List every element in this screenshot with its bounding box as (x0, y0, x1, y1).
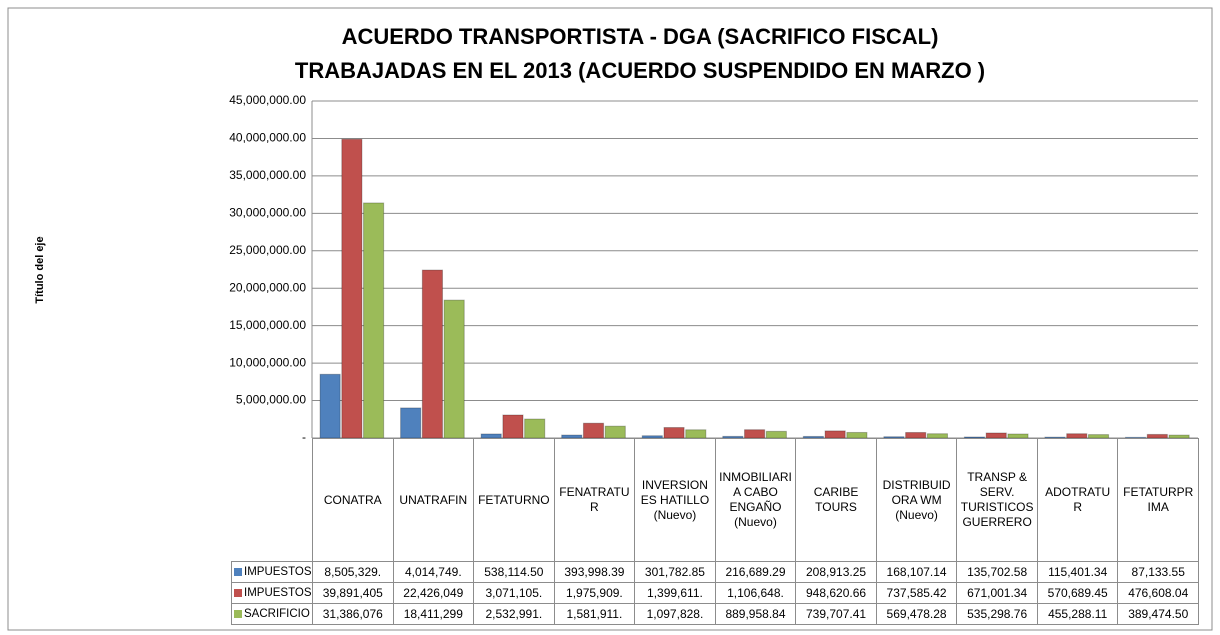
table-value: 135,702.58 (956, 561, 1038, 583)
table-value: 393,998.39 (553, 561, 636, 583)
legend-entry: SACRIFICIO FISCAL (231, 603, 313, 625)
bar (341, 138, 363, 439)
category-label: UNATRAFIN (392, 438, 475, 562)
y-tick-label: 20,000,000.00 (229, 280, 306, 294)
bar (765, 430, 787, 439)
y-tick-label: 15,000,000.00 (229, 318, 306, 332)
legend-entry: IMPUESTOS COBRADOS (TRATAMIENTO) (231, 561, 313, 583)
category-label: ADOTRATUR (1036, 438, 1119, 562)
y-tick-label: 40,000,000.00 (229, 131, 306, 145)
table-value: 87,133.55 (1117, 561, 1199, 583)
bar (744, 429, 766, 439)
y-tick-label: 25,000,000.00 (229, 243, 306, 257)
table-value: 1,106,648. (714, 582, 797, 604)
bar (363, 202, 385, 439)
bar (824, 430, 846, 439)
category-label: INVERSIONES HATILLO (Nuevo) (634, 438, 716, 562)
legend-entry: IMPUESTOS NORMALES (231, 582, 313, 604)
y-tick-label: 45,000,000.00 (229, 93, 306, 107)
category-label: FETATURNO (473, 438, 555, 562)
legend-swatch (234, 568, 242, 576)
legend-label: IMPUESTOS NORMALES (244, 586, 312, 599)
bar (319, 373, 341, 439)
table-value: 8,505,329. (312, 561, 394, 583)
y-tick-label: - (302, 430, 306, 444)
table-value: 535,298.76 (956, 603, 1038, 625)
legend-swatch (234, 610, 242, 618)
table-value: 671,001.34 (956, 582, 1038, 604)
table-value: 31,386,076 (312, 603, 394, 625)
category-label: FENATRATUR (553, 438, 636, 562)
table-value: 737,585.42 (875, 582, 958, 604)
chart-title: TRABAJADAS EN EL 2013 (ACUERDO SUSPENDID… (295, 58, 985, 83)
table-value: 476,608.04 (1117, 582, 1199, 604)
chart-title: ACUERDO TRANSPORTISTA - DGA (SACRIFICO F… (342, 24, 939, 49)
table-value: 889,958.84 (714, 603, 797, 625)
table-value: 1,097,828. (634, 603, 716, 625)
y-axis-title: Título del eje (34, 236, 46, 303)
category-label: TRANSP & SERV. TURISTICOS GUERRERO (956, 438, 1038, 562)
bar (561, 434, 583, 439)
table-value: 168,107.14 (875, 561, 958, 583)
table-value: 115,401.34 (1036, 561, 1119, 583)
category-label: DISTRIBUIDORA WM (Nuevo) (875, 438, 958, 562)
table-value: 739,707.41 (795, 603, 877, 625)
bar (985, 432, 1007, 439)
y-tick-label: 10,000,000.00 (229, 355, 306, 369)
table-value: 2,532,991. (473, 603, 555, 625)
bar (524, 418, 546, 439)
y-tick-label: 35,000,000.00 (229, 168, 306, 182)
bar (1146, 433, 1168, 439)
bar (663, 427, 685, 439)
y-tick-label: 30,000,000.00 (229, 206, 306, 220)
y-tick-label: 5,000,000.00 (236, 393, 306, 407)
table-value: 208,913.25 (795, 561, 877, 583)
legend-label: IMPUESTOS COBRADOS (TRATAMIENTO) (244, 565, 312, 578)
table-value: 455,288.11 (1036, 603, 1119, 625)
category-label: INMOBILIARIA CABO ENGAÑO (Nuevo) (714, 438, 797, 562)
category-label: CARIBE TOURS (795, 438, 877, 562)
table-value: 569,478.28 (875, 603, 958, 625)
bar (722, 435, 744, 439)
legend-label: SACRIFICIO FISCAL (244, 607, 312, 620)
bar (400, 407, 422, 439)
table-value: 22,426,049 (392, 582, 475, 604)
bar (502, 414, 524, 439)
table-value: 538,114.50 (473, 561, 555, 583)
table-value: 389,474.50 (1117, 603, 1199, 625)
bar (685, 429, 707, 439)
table-value: 39,891,405 (312, 582, 394, 604)
table-value: 216,689.29 (714, 561, 797, 583)
bar (1087, 434, 1110, 439)
bar (604, 425, 626, 439)
bar (582, 422, 605, 439)
table-value: 4,014,749. (392, 561, 475, 583)
table-value: 1,581,911. (553, 603, 636, 625)
category-label: CONATRA (312, 438, 394, 562)
bar (883, 436, 905, 439)
bar (926, 433, 949, 439)
table-value: 570,689.45 (1036, 582, 1119, 604)
category-label: FETATURPRIMA (1117, 438, 1199, 562)
table-value: 1,975,909. (553, 582, 636, 604)
table-value: 3,071,105. (473, 582, 555, 604)
table-value: 18,411,299 (392, 603, 475, 625)
table-value: 301,782.85 (634, 561, 716, 583)
bar (443, 299, 465, 439)
bar (421, 269, 443, 439)
legend-swatch (234, 589, 242, 597)
table-value: 948,620.66 (795, 582, 877, 604)
table-value: 1,399,611. (634, 582, 716, 604)
bar (963, 436, 986, 439)
bar (1066, 433, 1088, 439)
